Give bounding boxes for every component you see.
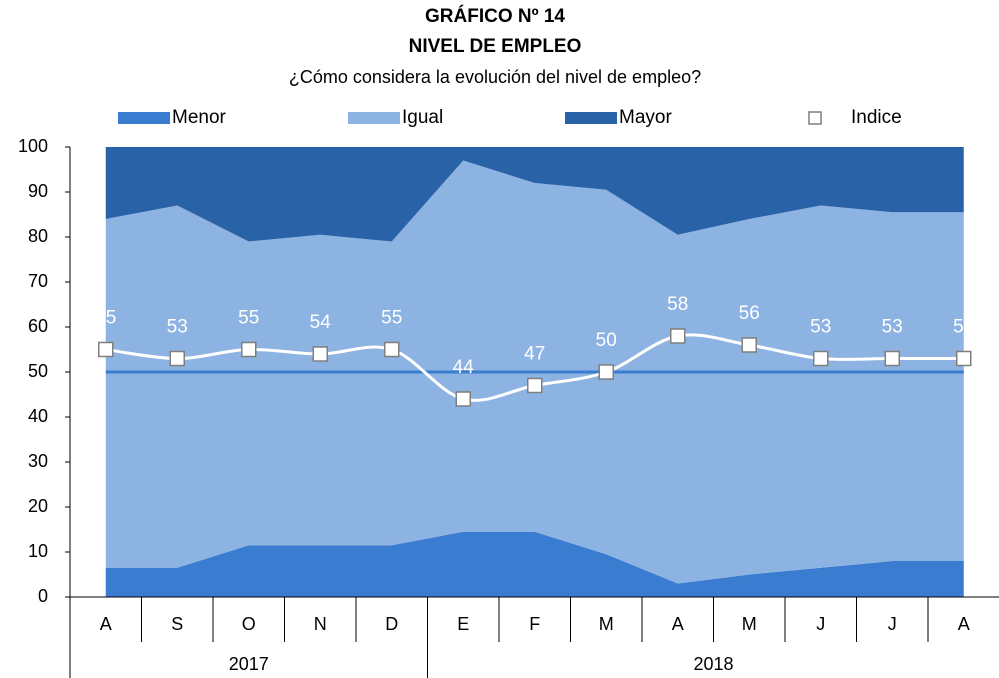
data-label: 53 [810,317,831,338]
y-tick-label: 90 [28,181,48,201]
year-label: 2017 [229,654,269,674]
legend-swatch [348,112,400,124]
data-label: 53 [167,317,188,338]
area [105,531,964,597]
index-marker [455,391,471,407]
legend-marker [808,111,822,125]
chart-title: GRÁFICO Nº 14 [425,5,565,27]
index-marker [98,341,114,358]
x-tick-label: M [742,614,757,634]
index-marker [884,350,900,367]
x-tick-label: A [100,614,112,634]
data-label: 44 [453,357,475,378]
legend-swatch [118,112,170,124]
year-label: 2018 [693,654,733,674]
data-label: 53 [882,317,903,338]
data-label: 47 [524,344,545,365]
index-marker [312,346,328,362]
x-tick-label: O [242,614,256,634]
y-tick-label: 40 [28,406,48,426]
index-marker [241,341,257,358]
data-label: 56 [739,303,760,324]
chart-question: ¿Cómo considera la evolución del nivel d… [289,67,701,87]
data-label: 55 [381,308,402,329]
x-tick-label: J [888,614,897,634]
legend-label: Menor [172,107,227,128]
y-tick-label: 50 [28,361,48,381]
x-tick-label: A [672,614,684,634]
data-label: 54 [310,312,332,333]
legend-label: Igual [402,107,443,128]
data-label: 55 [238,308,259,329]
index-marker [169,350,185,367]
index-marker [956,350,972,367]
legend-label: Indice [851,107,902,128]
x-tick-label: D [385,614,398,634]
data-label: 58 [667,294,688,315]
x-tick-label: J [816,614,825,634]
y-tick-label: 20 [28,496,48,516]
index-marker [670,328,686,344]
y-tick-label: 10 [28,541,48,561]
y-tick-label: 0 [38,586,48,606]
x-tick-label: E [457,614,469,634]
x-tick-label: N [314,614,327,634]
x-tick-label: M [599,614,614,634]
data-label: 50 [596,330,617,351]
y-tick-label: 100 [18,136,48,156]
index-marker [384,341,400,358]
x-tick-label: S [171,614,183,634]
index-marker [741,337,757,353]
legend-label: Mayor [619,107,672,128]
legend-swatch [565,112,617,124]
data-label: 53 [953,317,974,338]
data-label: 55 [95,308,116,329]
y-tick-label: 80 [28,226,48,246]
area [105,147,964,242]
chart-subtitle: NIVEL DE EMPLEO [409,36,582,57]
x-tick-label: F [529,614,540,634]
x-tick-label: A [958,614,970,634]
y-tick-label: 30 [28,451,48,471]
index-marker [527,377,543,394]
index-marker [813,350,829,367]
index-marker [598,364,614,380]
y-tick-label: 60 [28,316,48,336]
y-tick-label: 70 [28,271,48,291]
